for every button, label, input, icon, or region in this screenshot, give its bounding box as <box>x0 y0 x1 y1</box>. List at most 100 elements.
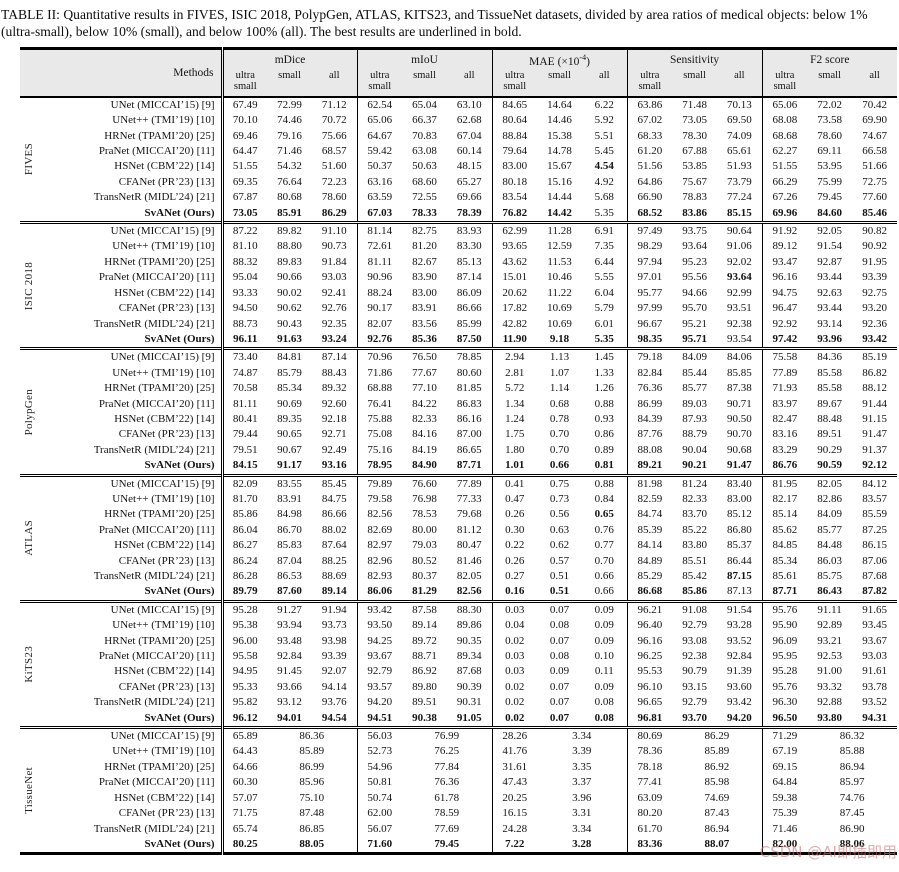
value-cell: 61.70 <box>626 821 673 837</box>
value-cell: 0.47 <box>491 491 538 508</box>
value-cell: 95.77 <box>626 285 673 302</box>
value-cell: 6.04 <box>594 286 614 299</box>
subcolumn-header: ultra small <box>356 68 403 98</box>
value-cell: 69.15 <box>761 759 808 776</box>
value-cell: 92.76 <box>321 302 347 315</box>
value-cell: 95.38 <box>221 618 267 634</box>
value-cell: 78.85 <box>447 347 493 366</box>
value-cell: 90.43 <box>277 317 302 330</box>
value-cell: 3.35 <box>572 760 592 773</box>
value-cell: 87.68 <box>862 570 887 583</box>
method-cell: SvANet (Ours) <box>40 331 224 349</box>
value-cell: 5.45 <box>594 145 614 158</box>
value-cell: 7.22 <box>491 836 538 854</box>
value-cell: 85.58 <box>817 366 842 379</box>
method-cell: PraNet (MICCAI’20) [11] <box>40 649 224 665</box>
method-cell: PraNet (MICCAI’20) [11] <box>40 396 224 412</box>
value-cell: 0.78 <box>549 412 570 425</box>
value-cell: 75.67 <box>682 175 707 188</box>
value-cell: 0.30 <box>491 522 538 539</box>
value-cell: 1.14 <box>549 382 570 395</box>
value-cell: 93.52 <box>862 696 887 709</box>
value-cell: 91.84 <box>321 255 347 268</box>
method-cell: CFANet (PR’23) [13] <box>40 806 224 822</box>
value-cell: 97.49 <box>626 221 673 240</box>
value-cell: 0.02 <box>491 679 538 696</box>
value-cell: 85.77 <box>682 382 707 395</box>
value-cell: 0.08 <box>549 619 570 632</box>
table-row: TransNetR (MIDL’24) [21] 88.73 90.43 92.35 8… <box>20 316 897 332</box>
value-cell: 71.29 <box>761 726 808 745</box>
subcolumn-header: small <box>402 68 448 98</box>
value-cell: 0.09 <box>582 599 628 619</box>
method-cell: SvANet (Ours) <box>40 710 224 728</box>
value-cell: 93.21 <box>817 634 842 647</box>
value-cell: 87.71 <box>761 584 808 602</box>
value-cell: 80.37 <box>412 570 437 583</box>
value-cell: 84.48 <box>817 539 842 552</box>
value-cell: 88.12 <box>862 382 887 395</box>
value-cell: 87.25 <box>862 523 887 536</box>
value-cell: 91.61 <box>862 665 887 678</box>
value-cell: 92.89 <box>817 619 842 632</box>
value-cell: 83.00 <box>491 159 538 175</box>
value-cell: 0.51 <box>549 585 570 598</box>
value-cell: 0.88 <box>582 473 628 492</box>
value-cell: 0.27 <box>491 569 538 585</box>
value-cell: 72.23 <box>321 175 347 188</box>
value-cell: 93.08 <box>682 634 707 647</box>
value-cell: 0.04 <box>491 618 538 634</box>
value-cell: 88.30 <box>447 599 493 619</box>
value-cell: 82.86 <box>817 492 842 505</box>
value-cell: 76.36 <box>626 381 673 397</box>
value-cell: 80.69 <box>626 726 673 745</box>
value-cell: 76.36 <box>434 776 460 789</box>
dataset-label-cell: ATLAS <box>20 473 40 602</box>
value-cell: 89.34 <box>456 650 482 663</box>
value-cell: 82.33 <box>412 412 437 425</box>
value-cell: 93.50 <box>356 618 403 634</box>
value-cell: 83.93 <box>447 221 493 240</box>
value-cell: 95.53 <box>626 664 673 680</box>
value-cell: 77.24 <box>726 191 752 204</box>
value-cell: 90.71 <box>726 397 752 410</box>
value-cell: 93.33 <box>221 285 267 302</box>
value-cell: 0.09 <box>594 619 614 632</box>
value-cell: 62.27 <box>761 144 808 160</box>
value-cell: 5.55 <box>594 271 614 284</box>
value-cell: 92.75 <box>862 286 887 299</box>
value-cell: 14.78 <box>547 145 572 158</box>
value-cell: 82.67 <box>412 255 437 268</box>
value-cell: 76.82 <box>491 205 538 223</box>
value-cell: 85.89 <box>704 745 730 758</box>
value-cell: 80.41 <box>221 411 267 428</box>
value-cell: 92.07 <box>321 665 347 678</box>
value-cell: 93.54 <box>726 332 752 345</box>
value-cell: 93.12 <box>277 696 302 709</box>
value-cell: 86.94 <box>704 822 730 835</box>
value-cell: 86.68 <box>626 584 673 602</box>
value-cell: 0.56 <box>549 508 570 521</box>
value-cell: 95.71 <box>682 332 707 345</box>
value-cell: 92.02 <box>726 255 752 268</box>
value-cell: 86.99 <box>299 760 325 773</box>
value-cell: 96.47 <box>761 301 808 317</box>
value-cell: 66.37 <box>412 114 437 127</box>
value-cell: 93.44 <box>817 302 842 315</box>
value-cell: 0.02 <box>491 710 538 728</box>
value-cell: 0.03 <box>491 649 538 665</box>
value-cell: 12.59 <box>547 240 572 253</box>
value-cell: 85.85 <box>726 366 752 379</box>
value-cell: 92.38 <box>682 650 707 663</box>
value-cell: 81.29 <box>412 585 437 598</box>
value-cell: 93.80 <box>817 711 842 724</box>
table-row: HRNet (TPAMI’20) [25] 70.58 85.34 89.32 68.8… <box>20 381 897 397</box>
value-cell: 88.06 <box>839 837 865 850</box>
value-cell: 92.12 <box>862 459 887 472</box>
value-cell: 66.90 <box>626 190 673 206</box>
value-cell: 93.15 <box>682 680 707 693</box>
value-cell: 86.70 <box>277 523 302 536</box>
value-cell: 89.03 <box>682 397 707 410</box>
value-cell: 93.67 <box>356 649 403 665</box>
value-cell: 0.77 <box>594 539 614 552</box>
